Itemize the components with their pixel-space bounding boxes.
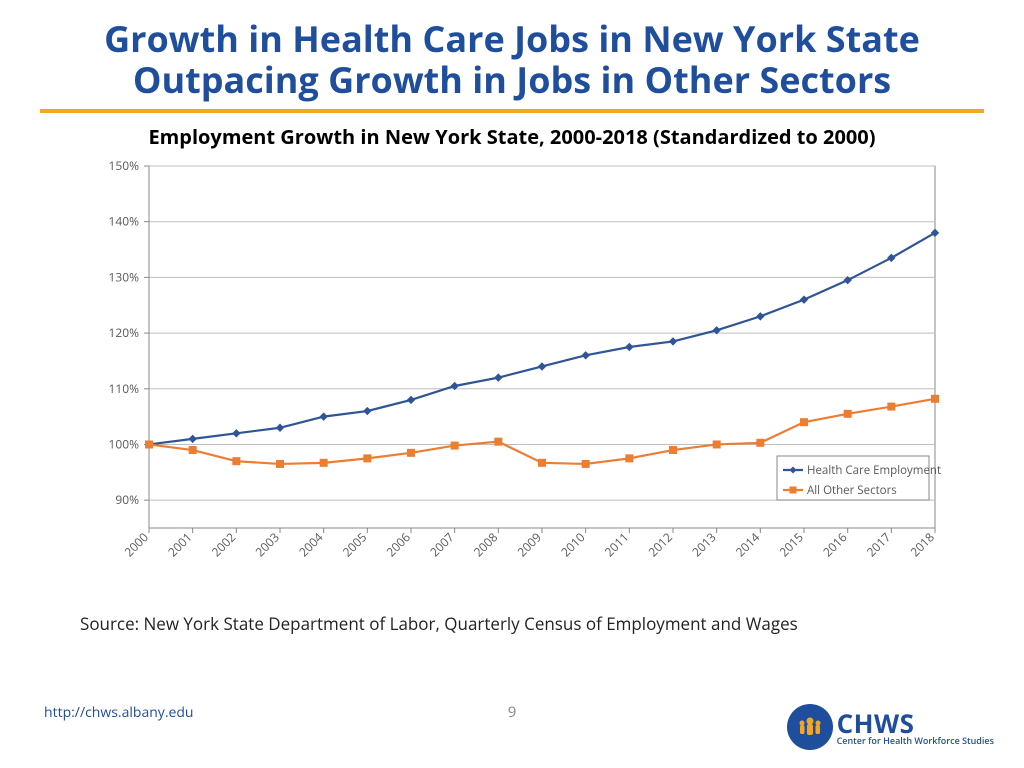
svg-text:2007: 2007 (426, 528, 458, 560)
svg-text:2018: 2018 (906, 528, 938, 560)
svg-text:150%: 150% (108, 157, 139, 174)
page-number: 9 (508, 702, 517, 722)
svg-text:2016: 2016 (819, 528, 851, 560)
svg-text:2003: 2003 (251, 528, 283, 560)
svg-text:140%: 140% (108, 212, 139, 229)
svg-text:2010: 2010 (557, 528, 589, 560)
svg-text:120%: 120% (108, 324, 139, 341)
svg-text:All Other Sectors: All Other Sectors (807, 483, 897, 498)
svg-text:100%: 100% (108, 435, 139, 452)
chart-subtitle: Employment Growth in New York State, 200… (40, 123, 984, 150)
employment-growth-chart: 90% 100% 110% 120% 130% 140% 150% 2000 2001 2002 2… (77, 156, 947, 596)
svg-text:110%: 110% (108, 380, 139, 397)
chws-logo: CHWS Center for Health Workforce Studies (787, 704, 994, 750)
source-text: Source: New York State Department of Lab… (80, 612, 984, 635)
svg-text:2008: 2008 (470, 528, 502, 560)
svg-text:2011: 2011 (601, 529, 632, 560)
svg-text:2001: 2001 (164, 529, 195, 560)
svg-text:2015: 2015 (775, 528, 807, 560)
svg-text:2017: 2017 (863, 528, 895, 560)
svg-text:2014: 2014 (732, 528, 764, 560)
svg-text:2002: 2002 (208, 528, 240, 560)
svg-text:2000: 2000 (120, 528, 152, 560)
svg-text:130%: 130% (108, 268, 139, 285)
logo-badge-icon (787, 704, 833, 750)
slide-title: Growth in Health Care Jobs in New York S… (40, 18, 984, 101)
logo-text-main: CHWS (837, 710, 994, 736)
svg-text:2009: 2009 (513, 528, 545, 560)
footer-url[interactable]: http://chws.albany.edu (44, 703, 194, 722)
svg-text:Health Care Employment: Health Care Employment (807, 463, 941, 478)
svg-text:90%: 90% (115, 491, 139, 508)
title-rule (40, 109, 984, 113)
logo-text-sub: Center for Health Workforce Studies (837, 736, 994, 745)
svg-text:2006: 2006 (382, 528, 414, 560)
svg-text:2012: 2012 (644, 528, 676, 560)
svg-text:2005: 2005 (339, 528, 371, 560)
svg-text:2013: 2013 (688, 528, 720, 560)
svg-text:2004: 2004 (295, 528, 327, 560)
